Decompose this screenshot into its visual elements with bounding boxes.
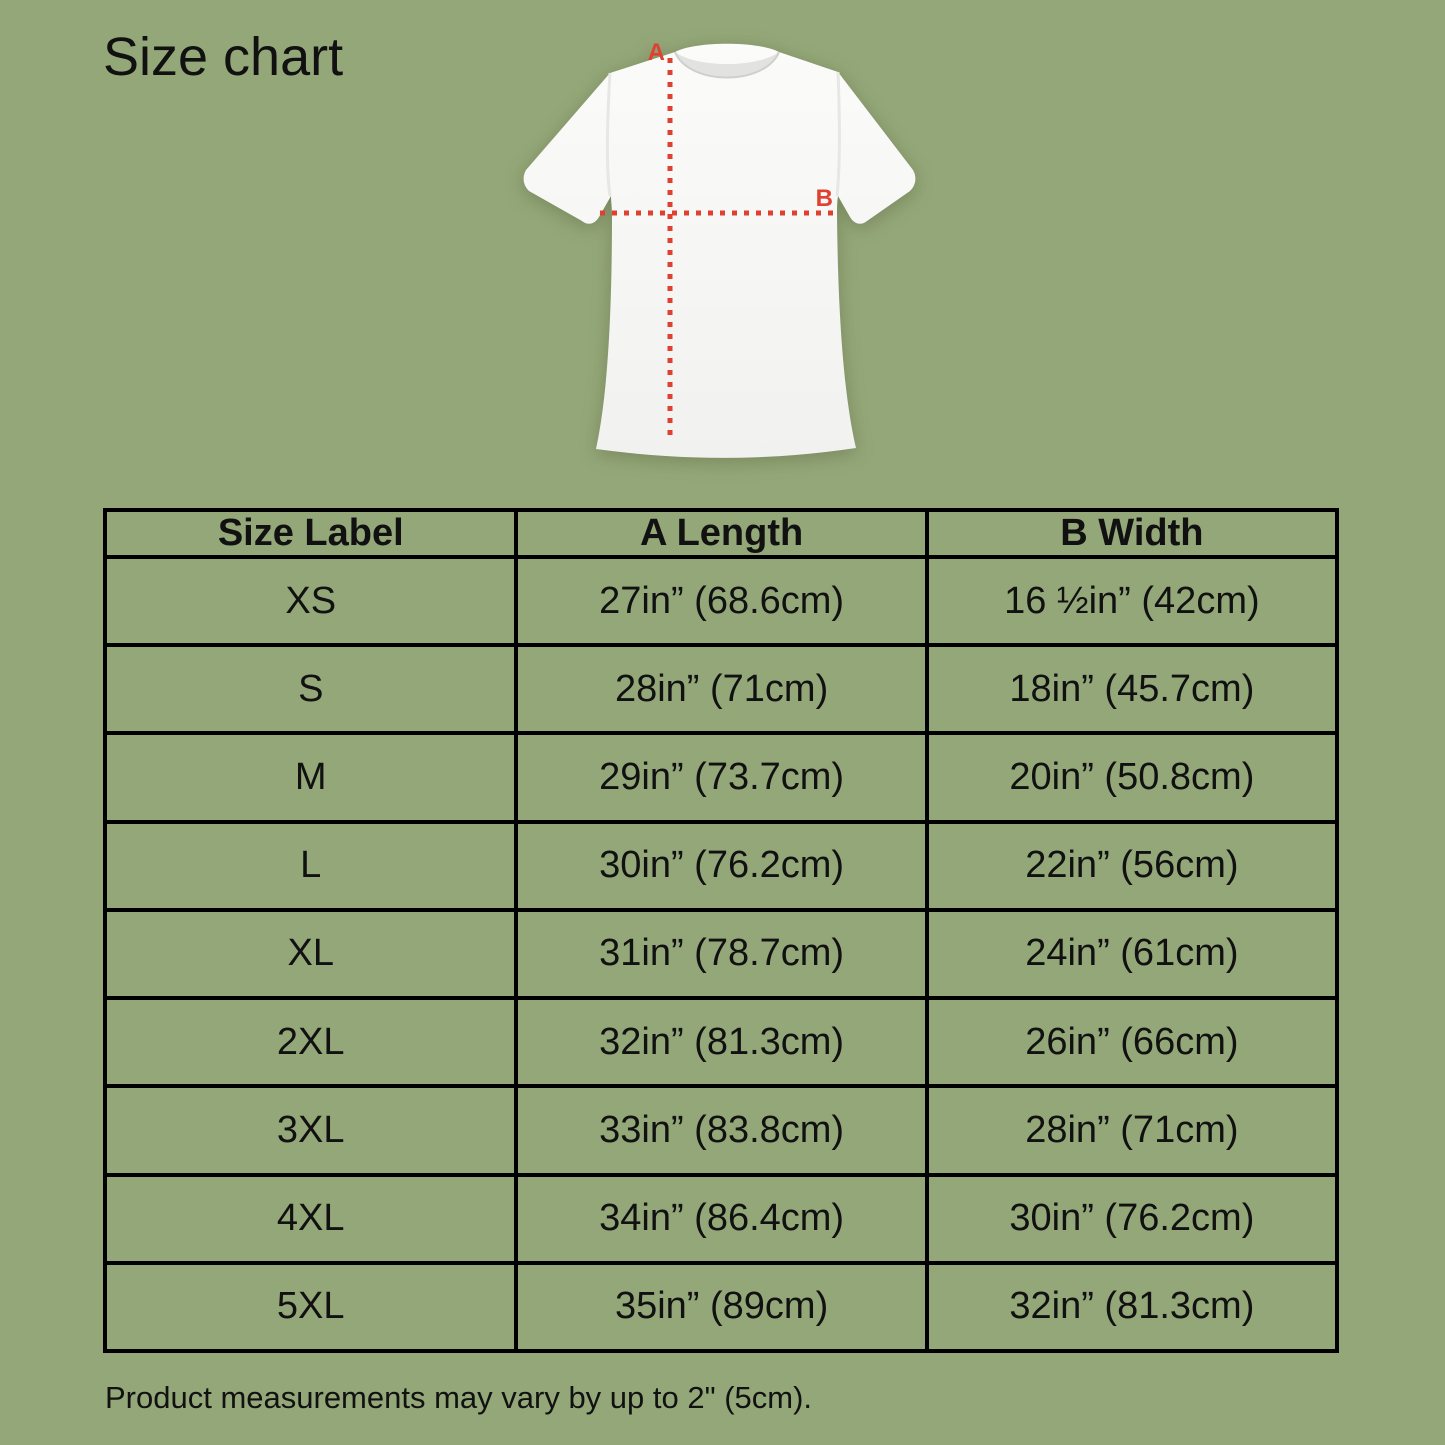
tshirt-collar-seam [674,51,780,79]
b-width-cell: 30in” (76.2cm) [924,1172,1340,1265]
footnote: Product measurements may vary by up to 2… [105,1380,813,1415]
measure-a-label: A [648,39,665,66]
header-b-width: B Width [924,508,1340,559]
table-header-row: Size Label A Length B Width [102,508,1340,559]
table-row: S 28in” (71cm) 18in” (45.7cm) [102,643,1340,736]
a-length-cell: 28in” (71cm) [514,643,929,736]
b-width-cell: 26in” (66cm) [924,996,1340,1089]
size-label-cell: S [102,643,519,736]
a-length-cell: 29in” (73.7cm) [514,731,929,824]
table-row: XL 31in” (78.7cm) 24in” (61cm) [102,907,1340,1001]
header-a-length: A Length [514,508,929,559]
tshirt-right-seam [835,71,841,197]
a-length-cell: 34in” (86.4cm) [514,1172,929,1265]
a-length-cell: 31in” (78.7cm) [514,907,929,1001]
size-label-cell: XS [102,554,519,648]
table-row: XS 27in” (68.6cm) 16 ½in” (42cm) [102,554,1340,648]
b-width-cell: 28in” (71cm) [924,1084,1340,1177]
table-row: M 29in” (73.7cm) 20in” (50.8cm) [102,731,1340,824]
table-row: L 30in” (76.2cm) 22in” (56cm) [102,819,1340,912]
b-width-cell: 32in” (81.3cm) [924,1260,1340,1354]
a-length-cell: 33in” (83.8cm) [514,1084,929,1177]
tshirt-collar [675,52,779,78]
size-chart-table: Size Label A Length B Width XS 27in” (68… [102,508,1340,1354]
b-width-cell: 16 ½in” (42cm) [924,554,1340,648]
b-width-cell: 24in” (61cm) [924,907,1340,1001]
table-row: 2XL 32in” (81.3cm) 26in” (66cm) [102,996,1340,1089]
table-row: 5XL 35in” (89cm) 32in” (81.3cm) [102,1260,1340,1354]
b-width-cell: 20in” (50.8cm) [924,731,1340,824]
tshirt-measurement-diagram: A B [515,28,925,468]
size-label-cell: 3XL [102,1084,519,1177]
table-row: 3XL 33in” (83.8cm) 28in” (71cm) [102,1084,1340,1177]
header-size-label: Size Label [102,508,519,559]
size-label-cell: 4XL [102,1172,519,1265]
size-label-cell: L [102,819,519,912]
a-length-cell: 27in” (68.6cm) [514,554,929,648]
measure-b-label: B [816,185,833,212]
table-row: 4XL 34in” (86.4cm) 30in” (76.2cm) [102,1172,1340,1265]
a-length-cell: 32in” (81.3cm) [514,996,929,1089]
tshirt-diagram-svg: A B [523,39,916,458]
tshirt-shape [523,43,916,458]
size-label-cell: 5XL [102,1260,519,1354]
tshirt-left-seam [605,72,612,197]
b-width-cell: 18in” (45.7cm) [924,643,1340,736]
a-length-cell: 35in” (89cm) [514,1260,929,1354]
size-label-cell: M [102,731,519,824]
page-title: Size chart [103,27,344,87]
size-label-cell: XL [102,907,519,1001]
size-label-cell: 2XL [102,996,519,1089]
a-length-cell: 30in” (76.2cm) [514,819,929,912]
b-width-cell: 22in” (56cm) [924,819,1340,912]
